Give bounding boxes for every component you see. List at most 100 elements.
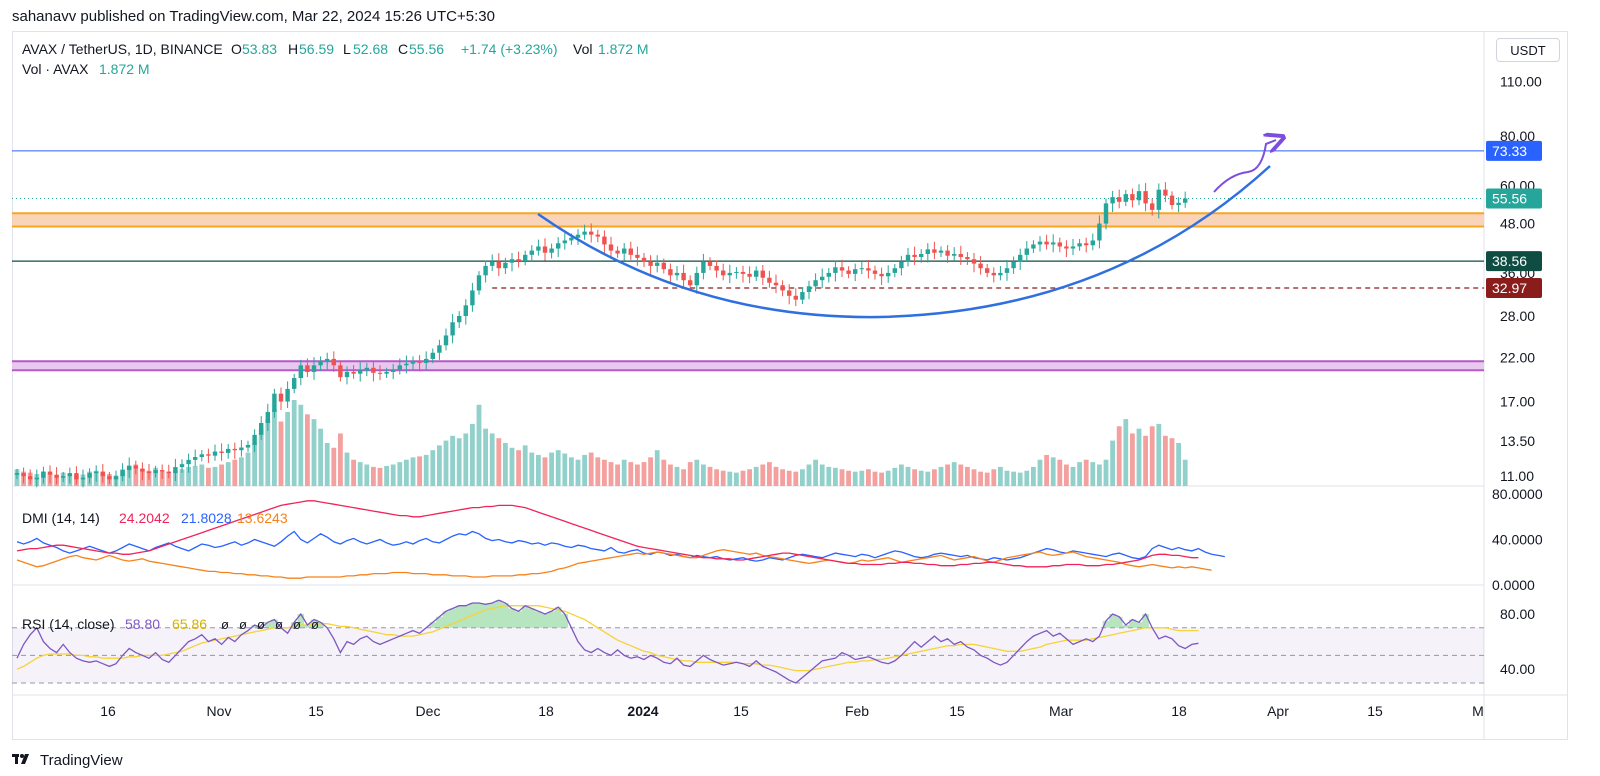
volume-bar: [839, 469, 845, 486]
candle-body: [1103, 203, 1109, 224]
rsi-tick-label: 80.00: [1500, 606, 1535, 622]
candle-body: [437, 345, 442, 353]
candle-body: [1024, 248, 1029, 255]
time-tick-label: Nov: [207, 703, 232, 719]
volume-bar: [1011, 471, 1016, 486]
time-tick-label: 15: [733, 703, 749, 719]
candle-body: [608, 244, 614, 251]
volume-bar: [932, 469, 937, 486]
candle-body: [457, 316, 462, 323]
volume-bar: [971, 469, 977, 486]
close-label: C: [398, 41, 408, 57]
candle-body: [1183, 198, 1188, 203]
volume-bar: [859, 470, 865, 486]
candle-body: [470, 290, 475, 306]
volume-bar: [786, 470, 792, 486]
candle-body: [892, 268, 897, 273]
candle-body: [998, 272, 1003, 276]
candle-body: [813, 280, 818, 287]
candle-body: [463, 305, 468, 316]
candle-body: [1004, 268, 1010, 273]
candle-body: [1051, 242, 1056, 245]
volume-bar: [212, 466, 218, 486]
candle-body: [272, 393, 277, 412]
candle-body: [721, 270, 726, 276]
volume-bar: [1103, 459, 1109, 486]
volume-bar: [529, 452, 535, 486]
volume-bar: [687, 462, 693, 486]
candle-body: [410, 361, 416, 364]
volume-bar: [225, 462, 231, 486]
candle-body: [589, 231, 594, 235]
candle-body: [67, 473, 72, 477]
currency-selector-button[interactable]: USDT: [1496, 38, 1560, 62]
rsi-na-mark: ø: [275, 617, 283, 632]
price-label-text: 73.33: [1492, 143, 1527, 159]
volume-label: Vol: [573, 41, 592, 57]
volume-bar: [978, 471, 983, 486]
candle-body: [971, 259, 977, 264]
volume-bar: [133, 464, 139, 486]
volume-bar: [509, 447, 515, 486]
volume-bar: [496, 438, 502, 486]
tradingview-logo-icon[interactable]: [12, 752, 34, 769]
candle-body: [186, 459, 191, 465]
open-label: O: [231, 41, 242, 57]
time-tick-label: 16: [100, 703, 116, 719]
brand-name[interactable]: TradingView: [40, 752, 123, 769]
dmi-plus-line: [16, 530, 1225, 562]
candle-body: [127, 465, 132, 471]
time-tick-label: 15: [949, 703, 965, 719]
rsi-ma-value: 65.86: [172, 616, 207, 632]
volume-bar: [371, 466, 376, 486]
candle-body: [173, 467, 178, 474]
candle-body: [529, 250, 534, 255]
volume-bar: [608, 462, 614, 486]
candle-body: [318, 361, 323, 366]
volume-bar: [1017, 472, 1023, 486]
candle-body: [668, 269, 673, 276]
volume-bar: [423, 454, 429, 486]
dmi-minus-line: [16, 549, 1212, 579]
candle-body: [54, 474, 59, 478]
volume-bar: [681, 469, 686, 486]
price-label-box: [1486, 277, 1542, 298]
candle-body: [503, 262, 508, 269]
candle-body: [450, 322, 455, 336]
volume-bar: [793, 471, 799, 486]
low-value: 52.68: [353, 41, 388, 57]
volume-bar: [542, 457, 548, 486]
dmi-minus-value: 13.6243: [237, 510, 288, 526]
volume-bar: [377, 467, 383, 486]
candle-body: [945, 250, 950, 256]
candle-body: [1057, 242, 1062, 247]
volume-bar: [734, 472, 739, 486]
candle-body: [694, 272, 699, 286]
candle-body: [193, 457, 198, 460]
volume-bar: [727, 471, 733, 486]
candle-body: [179, 464, 185, 468]
volume-bar: [1130, 433, 1135, 486]
volume-bar: [324, 443, 330, 486]
candle-body: [1130, 194, 1135, 201]
candle-body: [107, 476, 112, 480]
time-tick-label: 15: [1367, 703, 1383, 719]
candle-body: [932, 249, 937, 253]
volume-bar: [430, 450, 436, 486]
volume-bar: [219, 464, 224, 486]
volume-bar: [186, 466, 191, 486]
volume-bar: [1044, 454, 1049, 486]
candle-body: [826, 272, 831, 277]
volume-bar: [1123, 419, 1129, 486]
candle-body: [542, 246, 548, 253]
purple-support-zone: [12, 361, 1484, 371]
volume-bar: [1050, 457, 1056, 486]
price-tick-label: 13.50: [1500, 433, 1535, 449]
volume-bar: [404, 459, 409, 486]
candle-body: [1176, 202, 1181, 205]
candle-body: [265, 411, 270, 424]
candle-body: [952, 253, 957, 256]
rsi-na-mark: ø: [221, 617, 229, 632]
volume-bar: [747, 469, 752, 486]
